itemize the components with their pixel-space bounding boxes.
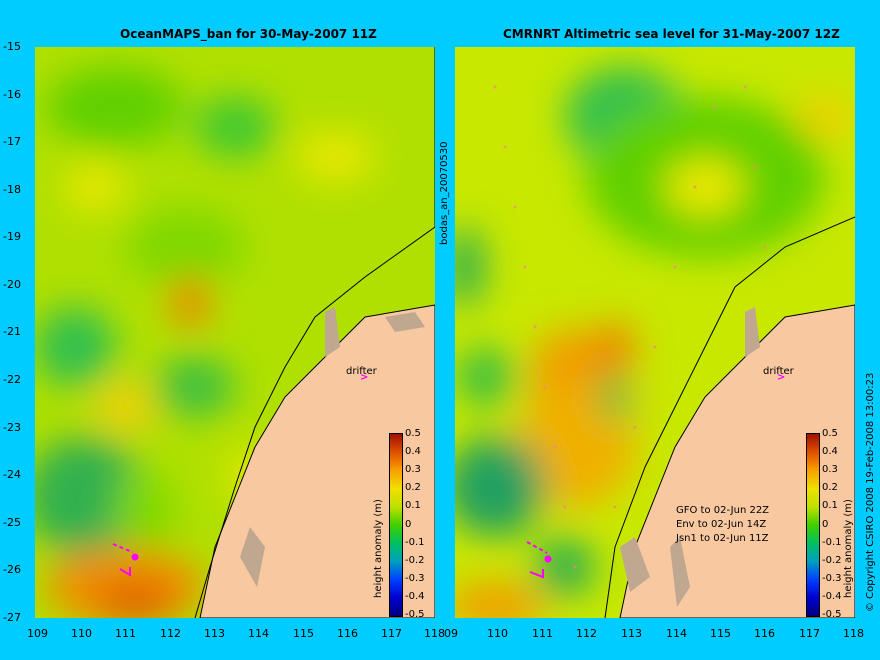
- colorbar-tick: 0.2: [405, 482, 421, 493]
- y-tick: -17: [3, 135, 21, 148]
- left-colorbar: [389, 433, 403, 617]
- left-map-title: OceanMAPS_ban for 30-May-2007 11Z: [120, 27, 377, 41]
- x-tick: 118: [843, 627, 864, 640]
- x-tick: 111: [532, 627, 553, 640]
- x-tick: 114: [248, 627, 269, 640]
- altimeter-tracks: [493, 85, 767, 569]
- x-tick: 113: [621, 627, 642, 640]
- colorbar-tick: 0: [405, 519, 412, 530]
- y-tick: -25: [3, 516, 21, 529]
- x-tick: 115: [710, 627, 731, 640]
- x-tick: 118: [424, 627, 445, 640]
- drifter-track-left: [112, 543, 139, 577]
- analysis-id-label: bodas_an_20070530: [439, 141, 450, 245]
- colorbar-tick: -0.3: [822, 573, 842, 584]
- right-map: [455, 47, 855, 618]
- x-tick: 115: [293, 627, 314, 640]
- x-tick: 112: [576, 627, 597, 640]
- x-tick: 110: [487, 627, 508, 640]
- colorbar-tick: 0.4: [822, 446, 838, 457]
- colorbar-tick: -0.1: [405, 537, 425, 548]
- x-tick: 111: [115, 627, 136, 640]
- colorbar-tick: -0.4: [405, 591, 425, 602]
- left-colorbar-label: height anomaly (m): [373, 499, 384, 598]
- drifter-label-left: drifter: [346, 366, 377, 377]
- colorbar-tick: -0.3: [405, 573, 425, 584]
- colorbar-tick: 0.3: [405, 464, 421, 475]
- colorbar-tick: -0.5: [405, 609, 425, 620]
- copyright-label: © Copyright CSIRO 2008 19-Feb-2008 13:00…: [865, 372, 876, 612]
- left-map: [35, 47, 435, 618]
- x-tick: 110: [71, 627, 92, 640]
- colorbar-tick: 0.5: [405, 428, 421, 439]
- y-tick: -16: [3, 88, 21, 101]
- drifter-marker-left: >: [360, 372, 369, 383]
- satellite-line-jsn1: Jsn1 to 02-Jun 11Z: [676, 533, 769, 544]
- right-colorbar: [806, 433, 820, 617]
- colorbar-tick: 0: [822, 519, 829, 530]
- right-map-title: CMRNRT Altimetric sea level for 31-May-2…: [503, 27, 840, 41]
- y-tick: -20: [3, 278, 21, 291]
- y-tick: -23: [3, 421, 21, 434]
- x-tick: 09: [444, 627, 458, 640]
- x-tick: 117: [799, 627, 820, 640]
- y-tick: -21: [3, 325, 21, 338]
- colorbar-tick: -0.4: [822, 591, 842, 602]
- y-tick: -19: [3, 230, 21, 243]
- colorbar-tick: -0.2: [405, 555, 425, 566]
- y-tick: -26: [3, 563, 21, 576]
- colorbar-tick: 0.4: [405, 446, 421, 457]
- x-tick: 112: [160, 627, 181, 640]
- colorbar-tick: 0.2: [822, 482, 838, 493]
- x-tick: 116: [754, 627, 775, 640]
- x-tick: 113: [204, 627, 225, 640]
- satellite-line-env: Env to 02-Jun 14Z: [676, 519, 767, 530]
- colorbar-tick: -0.1: [822, 537, 842, 548]
- drifter-label-right: drifter: [763, 366, 794, 377]
- y-tick: -27: [3, 611, 21, 624]
- y-tick: -18: [3, 183, 21, 196]
- y-tick: -24: [3, 468, 21, 481]
- colorbar-tick: -0.2: [822, 555, 842, 566]
- x-tick: 116: [337, 627, 358, 640]
- colorbar-tick: 0.1: [405, 500, 421, 511]
- x-tick: 117: [381, 627, 402, 640]
- colorbar-tick: 0.5: [822, 428, 838, 439]
- colorbar-tick: 0.1: [822, 500, 838, 511]
- drifter-marker-right: >: [777, 372, 786, 383]
- right-colorbar-label: height anomaly (m): [843, 499, 854, 598]
- x-tick: 114: [666, 627, 687, 640]
- colorbar-tick: -0.5: [822, 609, 842, 620]
- drifter-track-right: [526, 541, 552, 579]
- satellite-line-gfo: GFO to 02-Jun 22Z: [676, 505, 770, 516]
- colorbar-tick: 0.3: [822, 464, 838, 475]
- y-tick: -22: [3, 373, 21, 386]
- x-tick: 109: [27, 627, 48, 640]
- y-tick: -15: [3, 40, 21, 53]
